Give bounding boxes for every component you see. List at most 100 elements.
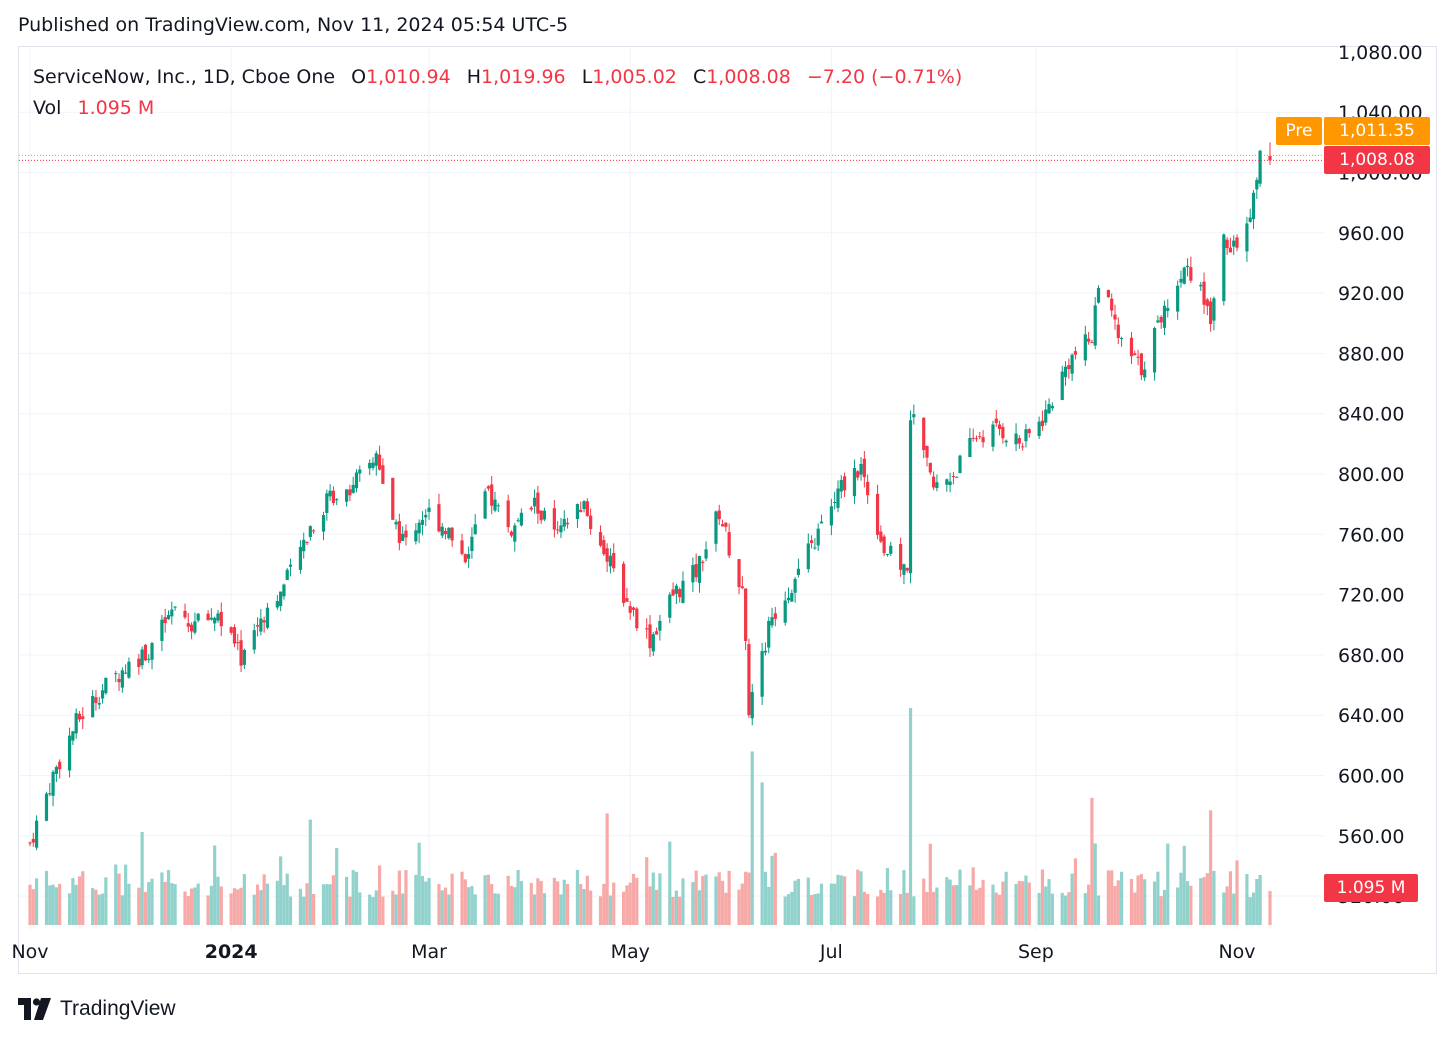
volume-bar: [506, 875, 510, 925]
volume-bar: [885, 868, 890, 925]
volume-bar: [582, 889, 586, 925]
volume-bar: [404, 870, 408, 925]
volume-bar: [819, 883, 824, 925]
candle-body: [763, 650, 768, 653]
volume-bar: [259, 890, 263, 925]
volume-bar: [401, 893, 405, 925]
volume-bar: [1136, 875, 1140, 925]
volume-bar: [1199, 878, 1203, 925]
candle-body: [697, 555, 702, 583]
volume-bar: [882, 892, 886, 925]
volume-bar: [631, 873, 636, 925]
volume-bar: [1258, 874, 1262, 925]
volume-bar: [219, 886, 223, 925]
candle-body: [104, 677, 108, 694]
volume-bar: [598, 896, 603, 925]
volume-bar: [654, 889, 659, 925]
candle-body: [213, 617, 217, 624]
volume-bar: [625, 885, 629, 925]
volume-bar: [470, 886, 474, 925]
candle-body: [1040, 420, 1045, 427]
volume-bar: [658, 873, 662, 925]
candle-body: [325, 493, 329, 513]
volume-row: Vol 1.095 M: [33, 95, 962, 126]
candle-body: [625, 598, 629, 602]
candle-body: [54, 766, 58, 774]
volume-bar: [1205, 873, 1209, 925]
candle-body: [701, 561, 705, 564]
volume-bar: [513, 887, 517, 925]
candle-body: [1212, 298, 1216, 321]
volume-bar: [1156, 871, 1160, 925]
volume-bar: [206, 895, 210, 925]
volume-bar: [694, 870, 698, 925]
candle-body: [671, 589, 675, 596]
volume-bar: [285, 873, 289, 925]
volume-bar: [239, 887, 243, 925]
candle-body: [1139, 353, 1143, 376]
candle-body: [391, 477, 395, 520]
candle-body: [1136, 356, 1140, 358]
candle-body: [516, 520, 520, 522]
y-tick-label: 680.00: [1338, 645, 1404, 667]
volume-bar: [559, 894, 563, 925]
candle-body: [183, 610, 187, 618]
volume-bar: [308, 819, 312, 925]
candle-body: [1209, 301, 1213, 324]
candle-body: [767, 620, 771, 648]
candle-body: [948, 481, 952, 486]
candle-body: [1050, 405, 1054, 409]
volume-bar: [786, 894, 791, 925]
volume-bar: [565, 883, 570, 925]
candle-body: [173, 606, 177, 608]
volume-bar: [74, 884, 78, 925]
candle-body: [381, 465, 385, 484]
volume-bar: [1047, 879, 1051, 925]
candle-body: [856, 471, 860, 478]
volume-bar: [951, 885, 956, 925]
candle-body: [486, 486, 491, 489]
candle-body: [1225, 239, 1229, 249]
candle-body: [922, 417, 926, 451]
candle-body: [1248, 217, 1252, 222]
volume-bar: [628, 882, 632, 925]
volume-bar: [58, 883, 62, 925]
candle-body: [1060, 371, 1064, 400]
candle-body: [1176, 285, 1180, 312]
volume-bar: [532, 894, 537, 925]
volume-bar: [447, 894, 451, 925]
volume-bar: [1133, 892, 1137, 925]
volume-bar: [467, 887, 471, 925]
tradingview-logo-icon: [18, 998, 51, 1020]
volume-bar: [193, 887, 197, 925]
volume-bar: [697, 890, 702, 925]
candle-body: [1179, 278, 1183, 283]
candle-body: [575, 503, 580, 520]
volume-bar: [704, 874, 708, 925]
candle-body: [275, 601, 279, 608]
volume-bar: [81, 871, 85, 925]
volume-bar: [955, 885, 959, 925]
candle-body: [1047, 404, 1051, 414]
volume-bar: [516, 869, 520, 925]
candle-body: [450, 527, 454, 541]
candle-body: [532, 497, 537, 507]
volume-bar: [905, 892, 909, 925]
candle-body: [236, 642, 240, 644]
candle-body: [473, 524, 477, 535]
candle-body: [912, 414, 916, 418]
candle-body: [654, 631, 659, 635]
candle-body: [513, 525, 517, 542]
tradingview-logo[interactable]: TradingView: [18, 994, 176, 1024]
volume-bar: [668, 841, 672, 925]
volume-bar: [305, 883, 309, 925]
candle-body: [971, 437, 975, 439]
candle-body: [100, 690, 105, 699]
candle-body: [335, 499, 339, 501]
candle-body: [622, 563, 626, 604]
candle-body: [1093, 305, 1097, 346]
candle-body: [140, 649, 144, 666]
candle-body: [279, 591, 283, 607]
chart-frame[interactable]: [18, 46, 1437, 974]
